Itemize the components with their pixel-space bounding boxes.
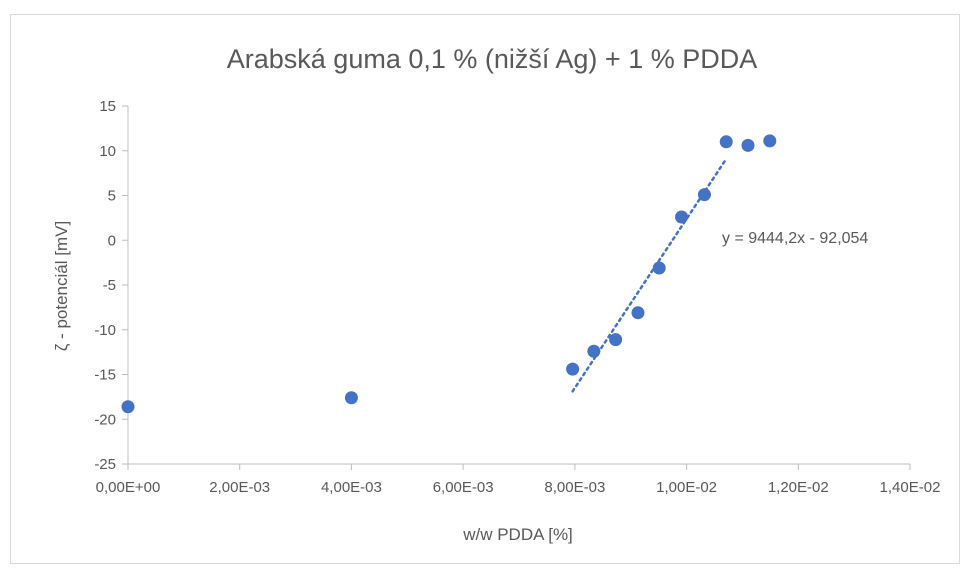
x-tick-label: 6,00E-03 [433, 479, 494, 496]
data-point [697, 188, 711, 202]
x-axis-title: w/w PDDA [%] [462, 525, 573, 544]
data-point [609, 333, 623, 347]
y-tick-label: 5 [108, 188, 116, 205]
y-tick-label: -20 [94, 411, 116, 428]
x-axis: 0,00E+00 2,00E-03 4,00E-03 6,00E-03 8,00E-03… [96, 463, 941, 496]
data-point [587, 344, 601, 358]
y-tick-label: -25 [94, 456, 116, 473]
data-point [631, 306, 645, 320]
y-tick-label: -15 [94, 367, 116, 384]
data-point [741, 138, 755, 152]
y-axis-title: ζ - potenciál [mV] [52, 221, 71, 351]
trendline-equation: y = 9444,2x - 92,054 [722, 230, 868, 247]
chart-frame [10, 14, 960, 564]
x-tick-label: 1,00E-02 [656, 479, 717, 496]
x-tick-label: 8,00E-03 [544, 479, 605, 496]
x-tick-label: 4,00E-03 [321, 479, 382, 496]
data-point [675, 210, 689, 224]
data-points [121, 134, 777, 414]
x-tick-label: 0,00E+00 [96, 479, 161, 496]
data-point [344, 391, 358, 405]
y-tick-label: 0 [108, 232, 116, 249]
data-point [566, 362, 580, 376]
chart-title: Arabská guma 0,1 % (nižší Ag) + 1 % PDDA [227, 44, 757, 74]
y-axis: -25 -20 -15 -10 -5 0 5 10 15 [94, 98, 129, 473]
data-point [763, 134, 777, 148]
data-point [121, 400, 135, 414]
x-tick-label: 1,40E-02 [880, 479, 941, 496]
y-tick-label: 10 [99, 143, 116, 160]
x-tick-label: 2,00E-03 [209, 479, 270, 496]
y-tick-label: -5 [103, 277, 116, 294]
x-tick-label: 1,20E-02 [768, 479, 829, 496]
y-tick-label: 15 [99, 98, 116, 115]
y-tick-label: -10 [94, 322, 116, 339]
data-point [719, 135, 733, 149]
data-point [652, 261, 666, 275]
